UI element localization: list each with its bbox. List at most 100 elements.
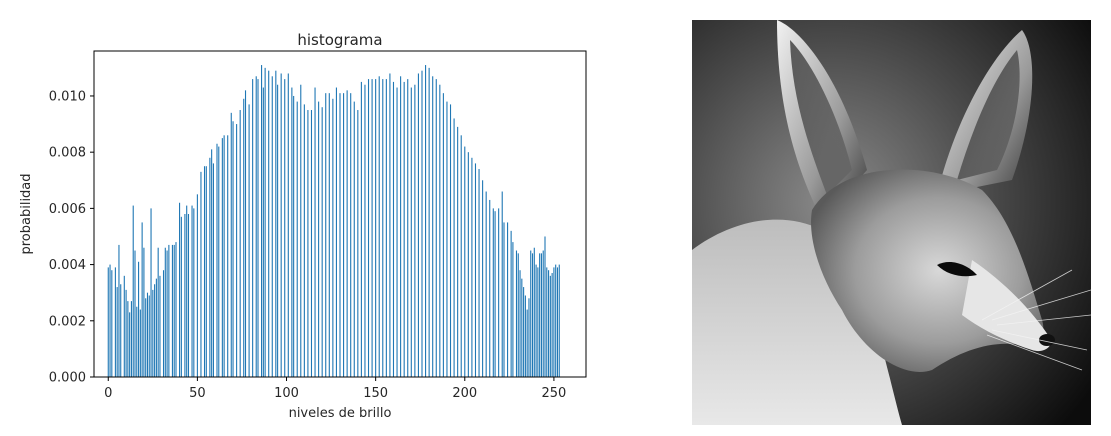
histogram-bar bbox=[263, 88, 264, 377]
histogram-bar bbox=[181, 217, 182, 377]
histogram-bar bbox=[368, 79, 369, 377]
y-tick-label: 0.000 bbox=[49, 371, 86, 386]
histogram-bar bbox=[421, 71, 422, 377]
histogram-bar bbox=[156, 279, 157, 377]
histogram-bar bbox=[261, 65, 262, 377]
histogram-bar bbox=[147, 293, 148, 377]
histogram-bar bbox=[450, 104, 451, 377]
histogram-bar bbox=[117, 287, 118, 377]
histogram-bar bbox=[307, 110, 308, 377]
histogram-bar bbox=[539, 253, 540, 377]
histogram-bar bbox=[118, 245, 119, 377]
histogram-bar bbox=[311, 110, 312, 377]
histogram-bar bbox=[268, 71, 269, 377]
histogram-bar bbox=[111, 270, 112, 377]
histogram-bar bbox=[318, 102, 319, 377]
histogram-bar bbox=[126, 290, 127, 377]
histogram-bar bbox=[314, 88, 315, 377]
histogram-bar bbox=[133, 206, 134, 377]
histogram-bar bbox=[482, 180, 483, 377]
histogram-bar bbox=[503, 222, 504, 377]
histogram-bar bbox=[222, 138, 223, 377]
histogram-bar bbox=[108, 267, 109, 377]
histogram-bar bbox=[127, 301, 128, 377]
histogram-bar bbox=[502, 192, 503, 377]
histogram-bar bbox=[149, 296, 150, 378]
x-tick-label: 100 bbox=[274, 386, 299, 401]
histogram-bar bbox=[138, 262, 139, 377]
histogram-bar bbox=[446, 102, 447, 377]
histogram-bar bbox=[224, 135, 225, 377]
histogram-bar bbox=[243, 99, 244, 377]
histogram-bar bbox=[124, 276, 125, 377]
histogram-bar bbox=[478, 169, 479, 377]
histogram-bar bbox=[541, 253, 542, 377]
histogram-bar bbox=[252, 79, 253, 377]
y-tick-label: 0.004 bbox=[49, 258, 86, 273]
histogram-bar bbox=[188, 214, 189, 377]
histogram-bar bbox=[461, 135, 462, 377]
histogram-bar bbox=[518, 253, 519, 377]
histogram-bar bbox=[382, 79, 383, 377]
histogram-bar bbox=[325, 93, 326, 377]
histogram-bar bbox=[372, 79, 373, 377]
histogram-bar bbox=[249, 104, 250, 377]
y-tick-label: 0.008 bbox=[49, 146, 86, 161]
histogram-bar bbox=[439, 85, 440, 377]
histogram-bar bbox=[557, 267, 558, 377]
histogram-bar bbox=[200, 172, 201, 377]
histogram-bar bbox=[227, 135, 228, 377]
histogram-bar bbox=[498, 208, 499, 377]
histogram-bar bbox=[150, 208, 151, 377]
histogram-bar bbox=[193, 208, 194, 377]
histogram-bar bbox=[375, 79, 376, 377]
histogram-bar bbox=[109, 265, 110, 377]
histogram-bar bbox=[332, 99, 333, 377]
histogram-bar bbox=[523, 287, 524, 377]
histogram-bar bbox=[516, 251, 517, 377]
histogram-bar bbox=[559, 265, 560, 377]
histogram-bar bbox=[400, 76, 401, 377]
histogram-bar bbox=[174, 245, 175, 377]
fennec-fox-image bbox=[692, 20, 1091, 425]
histogram-bar bbox=[272, 76, 273, 377]
histogram-bar bbox=[443, 93, 444, 377]
histogram-bar bbox=[218, 147, 219, 377]
histogram-bar bbox=[411, 88, 412, 377]
histogram-bar bbox=[284, 79, 285, 377]
histogram-bar bbox=[386, 79, 387, 377]
histogram-bar bbox=[257, 79, 258, 377]
histogram-bar bbox=[293, 96, 294, 377]
histogram-bar bbox=[172, 245, 173, 377]
histogram-bar bbox=[120, 284, 121, 377]
histogram-bar bbox=[245, 90, 246, 377]
histogram-bar bbox=[216, 144, 217, 377]
x-tick-label: 150 bbox=[363, 386, 388, 401]
histogram-bar bbox=[277, 85, 278, 377]
x-tick-label: 200 bbox=[452, 386, 477, 401]
histogram-bar bbox=[179, 203, 180, 377]
histogram-bar bbox=[265, 68, 266, 377]
histogram-bar bbox=[175, 242, 176, 377]
y-tick-label: 0.002 bbox=[49, 314, 86, 329]
histogram-bar bbox=[158, 248, 159, 377]
histogram-bar bbox=[236, 124, 237, 377]
histogram-bar bbox=[379, 76, 380, 377]
histogram-bar bbox=[457, 127, 458, 377]
histogram-bar bbox=[429, 68, 430, 377]
histogram-bar bbox=[140, 310, 141, 377]
histogram-bar bbox=[354, 102, 355, 377]
histogram-bar bbox=[357, 110, 358, 377]
histogram-bar bbox=[304, 104, 305, 377]
histogram-bar bbox=[536, 265, 537, 377]
histogram-bar bbox=[300, 85, 301, 377]
histogram-bar bbox=[425, 65, 426, 377]
histogram-bar bbox=[468, 152, 469, 377]
histogram-bar bbox=[495, 211, 496, 377]
histogram-bar bbox=[519, 270, 520, 377]
histogram-bar bbox=[129, 312, 130, 377]
histogram-bar bbox=[142, 222, 143, 377]
histogram-bar bbox=[530, 251, 531, 377]
histogram-bar bbox=[553, 267, 554, 377]
histogram-bar bbox=[350, 93, 351, 377]
